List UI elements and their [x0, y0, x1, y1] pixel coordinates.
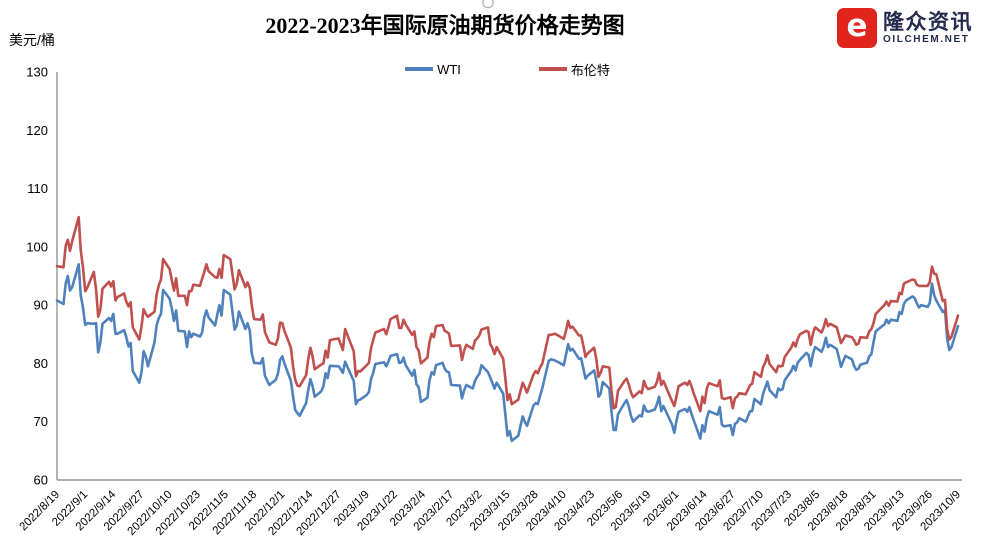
y-axis-unit-label: 美元/桶 [9, 32, 55, 48]
brent-line-swatch-icon [538, 67, 567, 71]
brent-series-line [55, 215, 960, 413]
y-tick-label: 90 [34, 298, 48, 313]
y-tick-label: 100 [26, 239, 48, 254]
y-tick-label: 110 [27, 181, 48, 196]
y-tick-label: 130 [26, 65, 48, 80]
watermark-circle-icon [482, 0, 494, 9]
y-tick-label: 70 [34, 414, 48, 429]
y-tick-label: 60 [34, 473, 48, 488]
wti-line-swatch-icon [405, 67, 434, 71]
wti-series-line [55, 262, 960, 443]
oilchem-e-logo-icon: e [837, 8, 877, 48]
legend-item-brent: 布伦特 [538, 60, 610, 79]
legend-label-wti: WTI [437, 61, 461, 77]
brand-text: 隆众资讯 OILCHEM.NET [883, 11, 973, 45]
oilchem-brand-logo: e 隆众资讯 OILCHEM.NET [837, 8, 973, 48]
brand-name-english: OILCHEM.NET [883, 34, 970, 46]
y-tick-label: 120 [26, 123, 48, 138]
brand-name-chinese: 隆众资讯 [883, 10, 973, 34]
chart-legend: WTI 布伦特 [57, 60, 958, 79]
legend-item-wti: WTI [405, 62, 461, 77]
chart-title: 2022-2023年国际原油期货价格走势图 [265, 13, 625, 38]
legend-label-brent: 布伦特 [570, 62, 610, 78]
y-tick-label: 80 [34, 356, 48, 371]
